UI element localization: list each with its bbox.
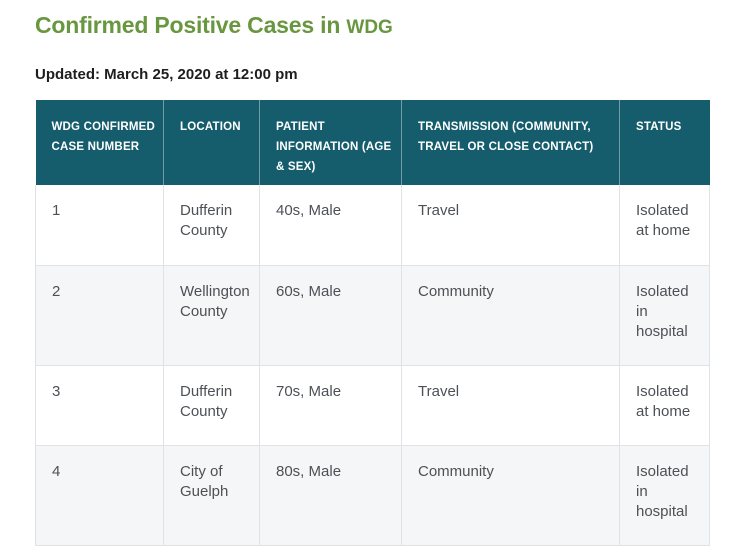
confirmed-cases-table: WDG CONFIRMED CASE NUMBER LOCATION PATIE… <box>35 100 710 546</box>
cell-transmission: Community <box>401 445 620 546</box>
table-row-case-1: 1 Dufferin County 40s, Male Travel Isola… <box>35 185 710 266</box>
column-header-status: STATUS <box>619 100 710 185</box>
table-body: 1 Dufferin County 40s, Male Travel Isola… <box>35 185 710 546</box>
cell-transmission: Travel <box>401 185 620 266</box>
cell-location: Wellington County <box>163 265 260 366</box>
cell-case-number: 3 <box>35 365 164 446</box>
cell-case-number: 4 <box>35 445 164 546</box>
column-header-location: LOCATION <box>163 100 260 185</box>
cell-case-number: 1 <box>35 185 164 266</box>
cell-patient-info: 70s, Male <box>259 365 402 446</box>
page-title-org: WDG <box>346 17 393 38</box>
updated-line: Updated: March 25, 2020 at 12:00 pm <box>35 66 298 83</box>
table-header-row: WDG CONFIRMED CASE NUMBER LOCATION PATIE… <box>35 100 710 185</box>
table-row-case-2: 2 Wellington County 60s, Male Community … <box>35 265 710 366</box>
cell-case-number: 2 <box>35 265 164 366</box>
cell-status: Isolated at home <box>619 365 710 446</box>
table-row-case-4: 4 City of Guelph 80s, Male Community Iso… <box>35 445 710 546</box>
cell-patient-info: 60s, Male <box>259 265 402 366</box>
table-row-case-3: 3 Dufferin County 70s, Male Travel Isola… <box>35 365 710 446</box>
page-title-main: Confirmed Positive Cases in <box>35 12 347 38</box>
page: Confirmed Positive Cases in WDG Updated:… <box>0 11 732 546</box>
cell-location: Dufferin County <box>163 365 260 446</box>
column-header-patient-info: PATIENT INFORMATION (AGE & SEX) <box>259 100 402 185</box>
cell-patient-info: 80s, Male <box>259 445 402 546</box>
cell-location: City of Guelph <box>163 445 260 546</box>
cell-location: Dufferin County <box>163 185 260 266</box>
cell-status: Isolated at home <box>619 185 710 266</box>
cell-patient-info: 40s, Male <box>259 185 402 266</box>
cell-status: Isolated in hospital <box>619 265 710 366</box>
column-header-transmission: TRANSMISSION (COMMUNITY, TRAVEL OR CLOSE… <box>401 100 620 185</box>
cell-status: Isolated in hospital <box>619 445 710 546</box>
column-header-case-number: WDG CONFIRMED CASE NUMBER <box>35 100 164 185</box>
table-header: WDG CONFIRMED CASE NUMBER LOCATION PATIE… <box>35 100 710 185</box>
cell-transmission: Community <box>401 265 620 366</box>
page-title: Confirmed Positive Cases in WDG <box>35 11 709 42</box>
cell-transmission: Travel <box>401 365 620 446</box>
